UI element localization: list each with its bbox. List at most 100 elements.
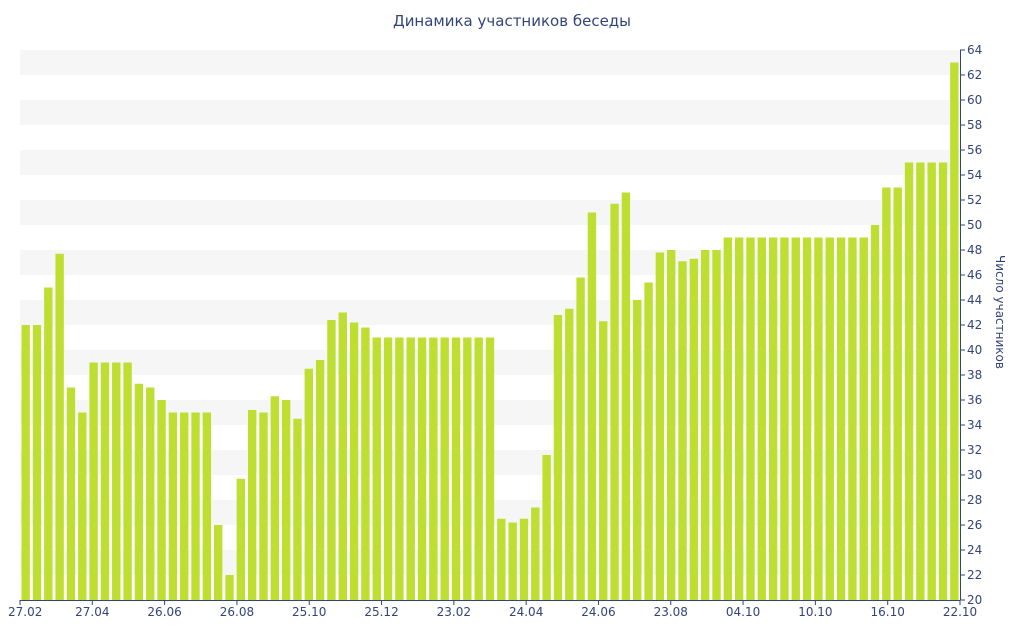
- bar[interactable]: [610, 203, 619, 600]
- bar[interactable]: [734, 237, 744, 601]
- bar[interactable]: [780, 237, 789, 601]
- bar[interactable]: [383, 337, 393, 601]
- bar[interactable]: [485, 337, 495, 601]
- bar[interactable]: [621, 192, 631, 601]
- bar[interactable]: [191, 412, 200, 601]
- bar[interactable]: [689, 258, 699, 600]
- bar[interactable]: [372, 337, 381, 601]
- bar[interactable]: [825, 237, 834, 601]
- bar[interactable]: [338, 312, 347, 601]
- bar[interactable]: [938, 162, 948, 601]
- bar[interactable]: [553, 315, 563, 600]
- bar[interactable]: [950, 62, 959, 601]
- bar[interactable]: [168, 412, 178, 601]
- bar[interactable]: [78, 412, 87, 601]
- bar[interactable]: [599, 321, 608, 600]
- bar[interactable]: [66, 387, 76, 601]
- bar[interactable]: [259, 412, 268, 601]
- bar[interactable]: [576, 277, 585, 601]
- x-tick-label: 27.02: [8, 605, 42, 619]
- bar[interactable]: [112, 362, 121, 601]
- bar[interactable]: [21, 325, 30, 600]
- bar[interactable]: [134, 383, 144, 600]
- bar[interactable]: [293, 418, 302, 600]
- bar[interactable]: [814, 237, 823, 601]
- bar[interactable]: [542, 455, 551, 600]
- bar[interactable]: [236, 478, 246, 600]
- bar[interactable]: [157, 400, 166, 600]
- bar[interactable]: [361, 327, 370, 601]
- bar[interactable]: [395, 337, 404, 601]
- bar[interactable]: [146, 387, 155, 601]
- bar[interactable]: [474, 337, 483, 601]
- y-tick-label: 50: [967, 218, 982, 232]
- bar[interactable]: [304, 368, 313, 600]
- bar[interactable]: [519, 518, 529, 600]
- y-tick-label: 56: [967, 143, 982, 157]
- bar[interactable]: [712, 250, 721, 600]
- bar[interactable]: [315, 360, 325, 600]
- y-tick-label: 52: [967, 193, 982, 207]
- bar[interactable]: [757, 237, 766, 601]
- bar[interactable]: [927, 162, 936, 601]
- bar[interactable]: [214, 525, 223, 600]
- bar[interactable]: [508, 522, 517, 601]
- x-tick-label: 26.08: [220, 605, 254, 619]
- bar[interactable]: [667, 250, 676, 600]
- y-tick-label: 32: [967, 443, 982, 457]
- bar[interactable]: [859, 237, 868, 601]
- bar[interactable]: [768, 237, 778, 601]
- bar[interactable]: [225, 575, 234, 600]
- bar[interactable]: [417, 337, 427, 601]
- bar[interactable]: [349, 322, 359, 601]
- bar[interactable]: [644, 282, 653, 601]
- bar[interactable]: [451, 337, 461, 601]
- y-tick-label: 20: [967, 593, 982, 607]
- bar[interactable]: [531, 507, 540, 601]
- grid-band: [20, 200, 960, 225]
- bar[interactable]: [802, 237, 812, 601]
- bar[interactable]: [565, 308, 574, 600]
- bar[interactable]: [791, 237, 800, 601]
- bar[interactable]: [746, 237, 755, 601]
- bar[interactable]: [904, 162, 914, 601]
- bar[interactable]: [100, 362, 110, 601]
- bar[interactable]: [44, 287, 53, 601]
- y-tick-label: 30: [967, 468, 982, 482]
- bar[interactable]: [633, 300, 642, 600]
- x-tick-label: 23.08: [654, 605, 688, 619]
- bar[interactable]: [202, 412, 212, 601]
- chart-title: Динамика участников беседы: [392, 12, 632, 30]
- bar[interactable]: [893, 187, 902, 601]
- bar[interactable]: [700, 250, 710, 600]
- bar[interactable]: [463, 337, 472, 601]
- bar[interactable]: [247, 410, 257, 600]
- bar[interactable]: [882, 187, 891, 601]
- bar[interactable]: [440, 337, 449, 601]
- bar[interactable]: [281, 400, 291, 600]
- bar[interactable]: [123, 362, 132, 601]
- y-axis-label: Число участников: [993, 255, 1007, 369]
- bar[interactable]: [848, 237, 857, 601]
- bar[interactable]: [655, 252, 665, 601]
- bar[interactable]: [497, 518, 506, 600]
- x-tick-label: 27.04: [75, 605, 109, 619]
- bar[interactable]: [836, 237, 846, 601]
- bar[interactable]: [587, 212, 597, 601]
- bar[interactable]: [55, 253, 64, 600]
- y-tick-label: 44: [967, 293, 982, 307]
- bar[interactable]: [870, 225, 880, 600]
- bar[interactable]: [406, 337, 415, 601]
- y-tick-label: 58: [967, 118, 982, 132]
- x-tick-label: 22.10: [943, 605, 977, 619]
- bar[interactable]: [429, 337, 438, 601]
- bar[interactable]: [327, 320, 336, 600]
- bar[interactable]: [723, 237, 733, 601]
- bar[interactable]: [678, 261, 687, 600]
- bar[interactable]: [916, 162, 925, 601]
- bar[interactable]: [270, 396, 280, 600]
- bar[interactable]: [89, 362, 98, 601]
- bar[interactable]: [32, 325, 42, 600]
- bar[interactable]: [180, 412, 189, 601]
